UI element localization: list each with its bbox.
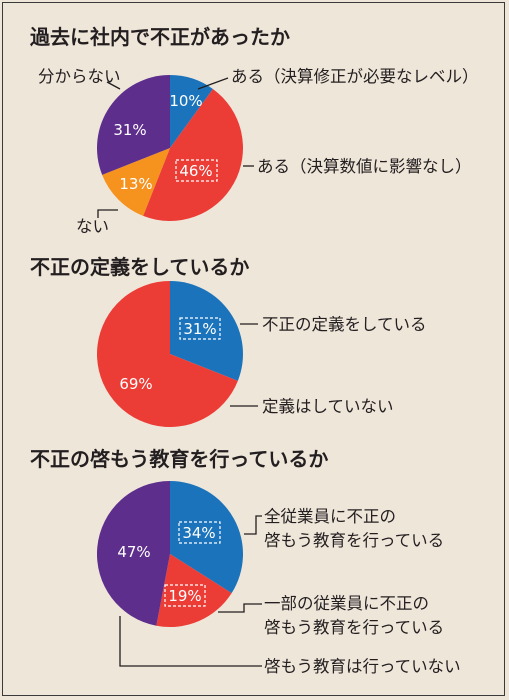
chart1-slice-label-4: 分からない [38,67,121,86]
chart3-highlight-box-1 [178,521,221,544]
chart3-pct-label-2: 19% [168,587,201,605]
chart1-title: 過去に社内で不正があったか [30,25,290,49]
chart2-title: 不正の定義をしているか [30,255,249,279]
figure-frame [2,2,505,696]
chart3-slice-label-1-line2: 啓もう教育を行っている [264,531,444,550]
chart1-leader-3 [97,209,118,218]
chart3-slice-1 [170,481,244,594]
chart1-pct-label-2: 46% [179,162,212,180]
chart3-slice-label-1-line1: 全従業員に不正の [264,507,396,526]
chart1-pie [97,75,243,221]
chart3-pie [96,481,244,628]
chart3-slice-2 [156,554,232,628]
chart2-slice-2 [96,281,238,427]
chart1-pct-label-4: 31% [113,121,146,139]
chart2-highlight-box [179,317,221,340]
chart2-pct-label-2: 69% [119,375,152,393]
chart2-slice-1 [170,281,243,381]
chart1-pct-label-3: 13% [119,175,152,193]
chart3-slice-label-2-line1: 一部の従業員に不正の [264,594,429,613]
chart1-slice-1 [170,75,213,148]
chart1-slice-2 [143,88,243,221]
chart2-slice-label-2: 定義はしていない [262,397,394,416]
chart3-pct-label-3: 47% [117,543,150,561]
chart2-pct-label-1: 31% [183,320,216,338]
chart2-slice-label-1: 不正の定義をしている [262,315,427,334]
chart1-slice-4 [97,75,170,175]
chart3-highlight-box-2 [164,584,206,607]
chart1-highlight-box [175,159,218,182]
chart1-slice-label-1: ある（決算修正が必要なレベル） [231,67,479,86]
chart3-leader-2 [218,603,262,613]
chart3-slice-label-2-line2: 啓もう教育を行っている [264,618,444,637]
chart3-title: 不正の啓もう教育を行っているか [30,447,328,471]
chart3-slice-label-3: 啓もう教育は行っていない [264,657,461,676]
chart1-slice-label-2: ある（決算数値に影響なし） [257,157,472,176]
chart3-pct-label-1: 34% [182,524,215,542]
chart2-pie [96,281,243,427]
chart3-slice-3 [96,481,170,626]
chart1-leader-4 [106,81,121,90]
chart1-slice-3 [102,148,170,216]
chart1-leader-1 [197,77,229,90]
chart1-pct-label-1: 10% [169,92,202,110]
chart3-leader-3 [119,616,262,667]
chart1-slice-label-3: ない [76,217,109,236]
chart3-leader-1 [244,515,262,535]
